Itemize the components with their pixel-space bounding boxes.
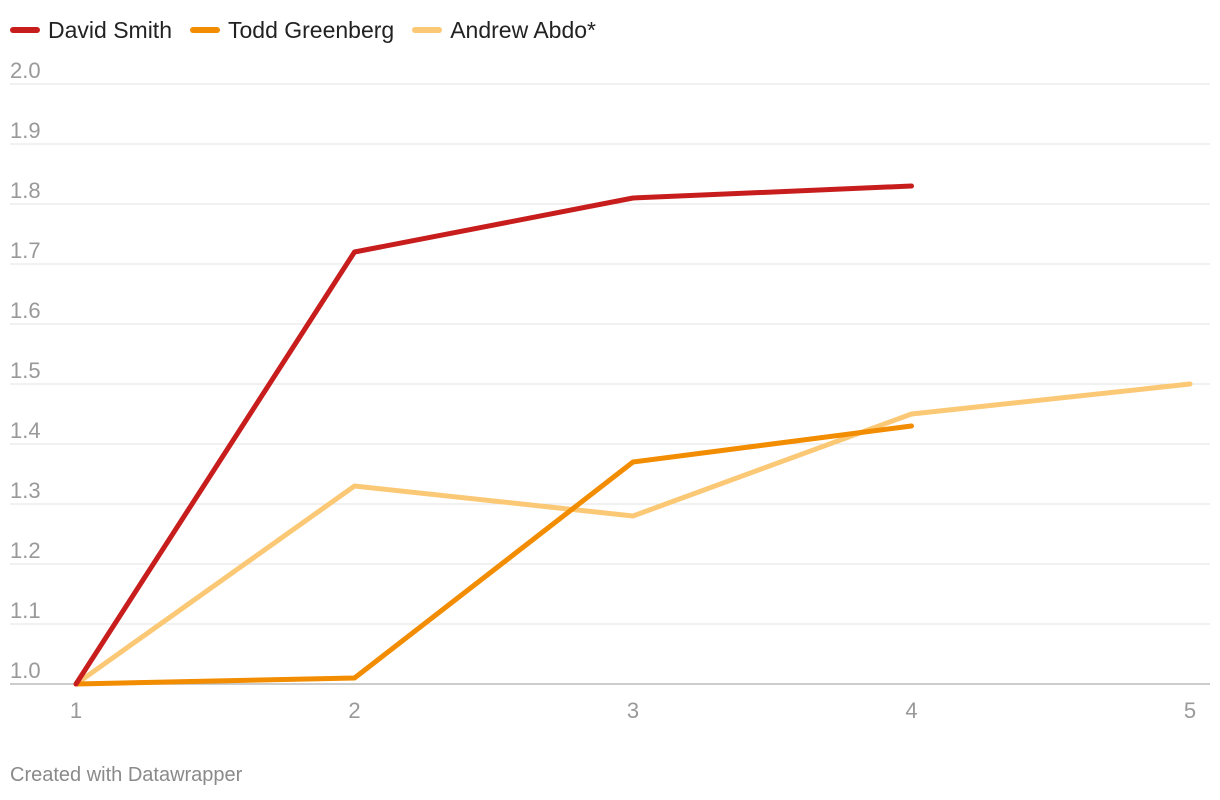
- legend-label-david-smith: David Smith: [48, 16, 172, 43]
- y-tick-label: 1.9: [10, 118, 41, 143]
- chart-legend: David Smith Todd Greenberg Andrew Abdo*: [10, 14, 614, 46]
- x-axis-ticks: 1 2 3 4 5: [70, 698, 1196, 723]
- y-tick-label: 1.5: [10, 358, 41, 383]
- x-tick-label: 5: [1184, 698, 1196, 723]
- legend-label-andrew-abdo: Andrew Abdo*: [450, 16, 596, 43]
- x-tick-label: 4: [905, 698, 917, 723]
- legend-item-todd-greenberg: Todd Greenberg: [189, 16, 395, 44]
- y-tick-label: 1.6: [10, 298, 41, 323]
- series-line-todd-greenberg: [73, 423, 914, 687]
- x-tick-label: 3: [627, 698, 639, 723]
- y-tick-label: 1.7: [10, 238, 41, 263]
- grid-lines: [10, 83, 1210, 685]
- legend-swatch-todd-greenberg: [189, 27, 220, 33]
- y-tick-label: 1.2: [10, 538, 41, 563]
- series-lines: [73, 183, 1193, 687]
- y-tick-label: 1.4: [10, 418, 41, 443]
- legend-label-todd-greenberg: Todd Greenberg: [227, 16, 395, 43]
- legend-swatch-andrew-abdo: [412, 27, 443, 33]
- y-tick-label: 1.8: [10, 178, 41, 203]
- x-tick-label: 2: [348, 698, 360, 723]
- series-line-andrew-abdo: [73, 381, 1193, 687]
- y-tick-label: 1.1: [10, 598, 41, 623]
- footer-credit: Created with Datawrapper: [10, 764, 243, 786]
- y-tick-label: 2.0: [10, 58, 41, 83]
- y-tick-label: 1.0: [10, 658, 41, 683]
- y-axis-ticks: 1.0 1.1 1.2 1.3 1.4 1.5 1.6 1.7 1.8 1.9 2.0: [10, 58, 41, 683]
- legend-item-david-smith: David Smith: [10, 17, 172, 44]
- legend-swatch-david-smith: [10, 27, 40, 33]
- series-line-david-smith: [73, 183, 914, 687]
- legend-item-andrew-abdo: Andrew Abdo*: [412, 17, 596, 44]
- x-tick-label: 1: [70, 698, 82, 723]
- y-tick-label: 1.3: [10, 478, 41, 503]
